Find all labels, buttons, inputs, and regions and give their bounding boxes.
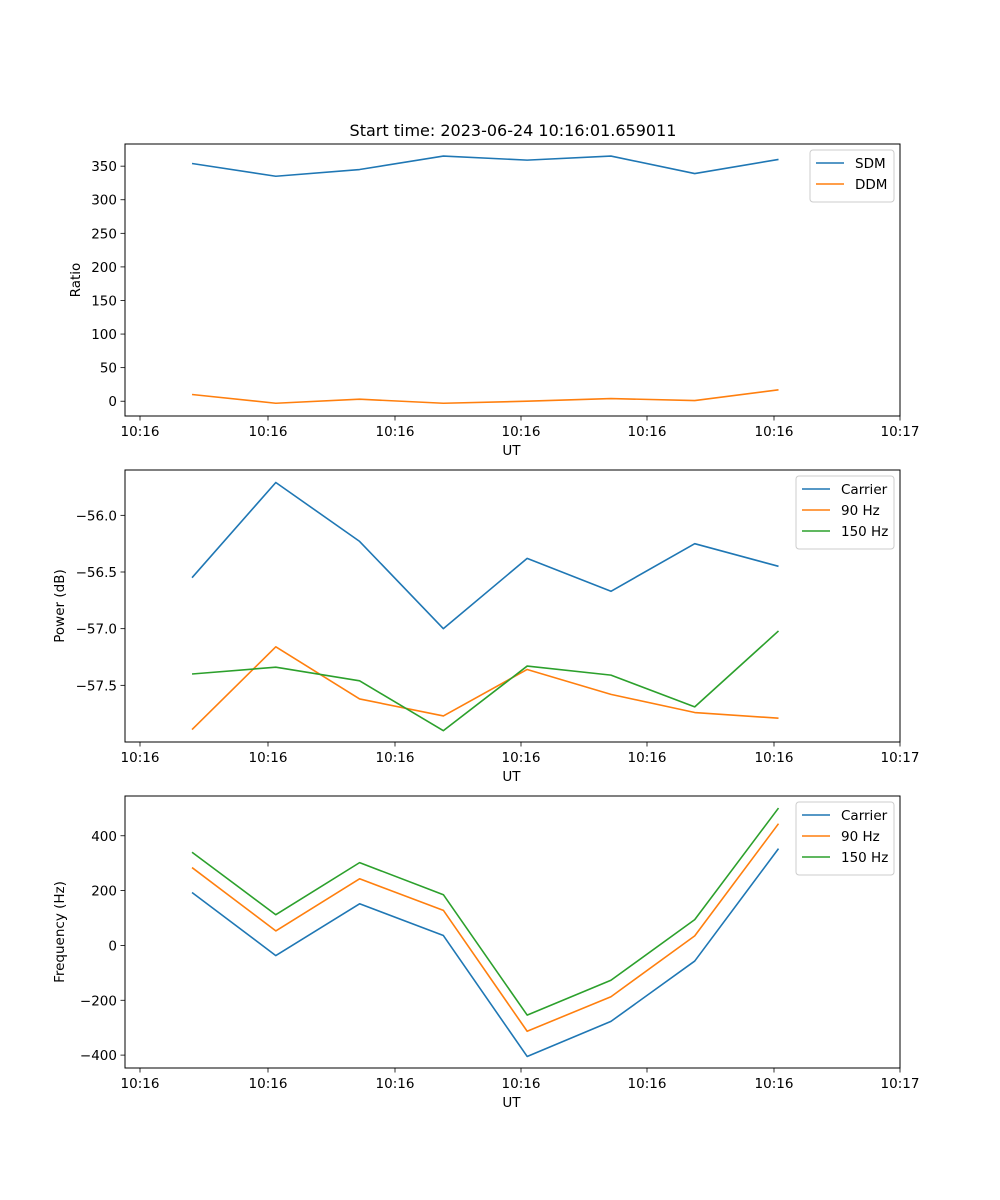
y-axis-label: Frequency (Hz): [52, 881, 68, 983]
x-tick-label: 10:17: [881, 1076, 920, 1092]
chart-panel-1: 10:16 10:16 10:16 10:16 10:16 10:16 10:17 UT 0 50…: [68, 143, 920, 459]
series-line-ddm: [191, 389, 779, 405]
figure-title: Start time: 2023-06-24 10:16:01.659011: [350, 121, 677, 140]
x-axis-label: UT: [502, 769, 521, 785]
y-tick-label: 0: [108, 394, 117, 410]
legend: Carrier 90 Hz 150 Hz: [795, 475, 895, 550]
panels: 10:16 10:16 10:16 10:16 10:16 10:16 10:17 UT 0 50…: [52, 143, 920, 1111]
x-tick-label: 10:16: [249, 1076, 288, 1092]
series-line-150-hz: [191, 630, 780, 732]
legend-label: 150 Hz: [841, 524, 888, 540]
x-tick-label: 10:16: [249, 750, 288, 766]
x-tick-label: 10:17: [881, 750, 920, 766]
y-tick-label: 300: [91, 193, 117, 209]
x-tick-label: 10:16: [121, 1076, 160, 1092]
x-tick-label: 10:16: [376, 424, 415, 440]
series-line-90-hz: [191, 645, 779, 731]
x-tick-label: 10:16: [376, 1076, 415, 1092]
y-tick-label: 350: [91, 159, 117, 175]
y-tick-label: 0: [108, 938, 117, 954]
x-axis-label: UT: [502, 1095, 521, 1111]
y-tick-label: −57.0: [76, 622, 117, 638]
series-line-150-hz: [191, 807, 780, 1016]
y-tick-label: 50: [100, 361, 117, 377]
y-tick-label: 200: [91, 884, 117, 900]
series-line-carrier: [191, 848, 780, 1058]
series-line-carrier: [191, 481, 779, 630]
y-tick-label: 150: [91, 293, 117, 309]
x-tick-label: 10:16: [628, 1076, 667, 1092]
x-tick-label: 10:16: [121, 750, 160, 766]
y-tick-label: 250: [91, 226, 117, 242]
y-tick-label: 200: [91, 260, 117, 276]
x-tick-label: 10:16: [249, 424, 288, 440]
x-tick-label: 10:16: [502, 750, 541, 766]
y-tick-label: −400: [80, 1048, 117, 1064]
y-tick-label: −200: [80, 993, 117, 1009]
y-tick-label: 100: [91, 327, 117, 343]
chart-panel-3: 10:16 10:16 10:16 10:16 10:16 10:16 10:17 UT −40…: [52, 795, 920, 1111]
y-tick-label: −57.5: [76, 678, 117, 694]
y-axis-label: Ratio: [68, 263, 84, 298]
legend-label: Carrier: [841, 482, 888, 498]
legend-label: DDM: [855, 177, 887, 193]
x-axis-label: UT: [502, 443, 521, 459]
chart-panel-2: 10:16 10:16 10:16 10:16 10:16 10:16 10:17 UT −57…: [52, 469, 920, 785]
x-tick-label: 10:16: [628, 424, 667, 440]
legend-label: 90 Hz: [841, 829, 880, 845]
legend: Carrier 90 Hz 150 Hz: [795, 801, 895, 876]
legend-label: SDM: [855, 156, 886, 172]
legend-label: 90 Hz: [841, 503, 880, 519]
y-tick-label: 400: [91, 829, 117, 845]
x-tick-label: 10:16: [376, 750, 415, 766]
x-tick-label: 10:16: [121, 424, 160, 440]
series-line-90-hz: [191, 823, 780, 1033]
axes-frame: [124, 469, 901, 743]
axes-frame: [124, 795, 901, 1069]
x-tick-label: 10:16: [755, 750, 794, 766]
x-tick-label: 10:16: [755, 424, 794, 440]
x-tick-label: 10:16: [502, 424, 541, 440]
y-axis-label: Power (dB): [52, 569, 68, 642]
x-tick-label: 10:16: [628, 750, 667, 766]
axes-frame: [124, 143, 901, 417]
legend: SDM DDM: [809, 149, 895, 203]
x-tick-label: 10:16: [502, 1076, 541, 1092]
y-tick-label: −56.0: [76, 508, 117, 524]
y-tick-label: −56.5: [76, 565, 117, 581]
series-line-sdm: [191, 155, 779, 178]
x-tick-label: 10:16: [755, 1076, 794, 1092]
legend-label: 150 Hz: [841, 850, 888, 866]
legend-label: Carrier: [841, 808, 888, 824]
x-tick-label: 10:17: [881, 424, 920, 440]
